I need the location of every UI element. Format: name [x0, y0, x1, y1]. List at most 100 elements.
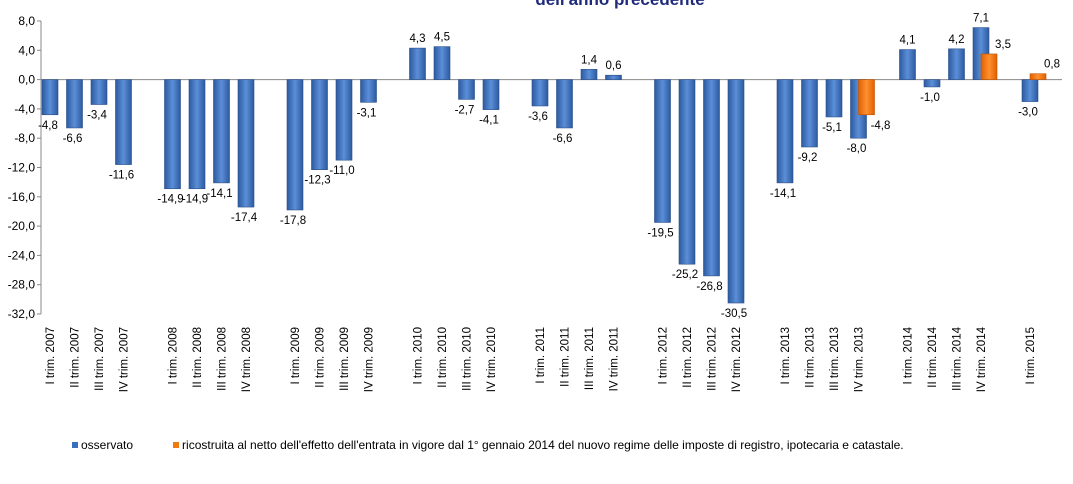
x-category-label: II trim. 2013 [805, 327, 817, 388]
bar-osservato [41, 79, 59, 116]
y-tick-label: -16,0 [8, 190, 36, 204]
data-label: 0,6 [606, 60, 622, 72]
x-category-label: I trim. 2008 [168, 327, 180, 385]
bar-osservato [605, 74, 622, 80]
x-category-label: III trim. 2008 [217, 327, 229, 391]
bar-osservato [1021, 79, 1039, 102]
x-category-label: II trim. 2008 [192, 327, 204, 388]
data-label: -30,5 [721, 308, 747, 320]
data-label: 0,8 [1044, 59, 1060, 71]
bar-ricostruita [980, 53, 998, 80]
data-label: -3,1 [357, 107, 377, 119]
y-tick-label: 4,0 [18, 43, 35, 57]
x-category-label: IV trim. 2008 [241, 327, 253, 392]
x-category-label: IV trim. 2010 [486, 327, 498, 392]
y-tick-label: -28,0 [8, 278, 36, 292]
legend-swatch [72, 442, 78, 448]
x-category-label: III trim. 2009 [339, 327, 351, 391]
data-label: -17,8 [280, 215, 306, 227]
y-tick-label: 0,0 [18, 73, 35, 87]
data-label: 7,1 [973, 13, 989, 25]
data-label: -14,1 [206, 188, 232, 200]
x-category-label: IV trim. 2011 [609, 327, 621, 391]
bar-osservato [433, 46, 451, 80]
legend-label: osservato [81, 438, 134, 452]
bar-osservato [188, 79, 206, 190]
legend-item-osservato: osservato [72, 438, 133, 452]
data-label: -14,1 [770, 188, 796, 200]
x-category-label: IV trim. 2009 [364, 327, 376, 392]
data-label: -3,6 [528, 111, 548, 123]
data-label: -1,0 [920, 92, 940, 104]
bar-osservato [727, 79, 745, 304]
bar-osservato [237, 79, 255, 208]
x-category-label: II trim. 2012 [682, 327, 694, 388]
x-category-label: III trim. 2010 [462, 327, 474, 391]
y-tick-label: 8,0 [18, 14, 35, 28]
x-category-label: IV trim. 2014 [976, 326, 988, 392]
data-label: 4,3 [410, 33, 426, 45]
bar-chart: 8,0 4,0 0,0 -4,0 -8,0 -12,0 -16,0 -20,0 -24,0 -28… [8, 13, 1062, 392]
data-label: -14,9 [182, 194, 208, 206]
chart-title: dell'anno precedente [0, 0, 1073, 10]
legend-item-ricostruita: ricostruita al netto dell'effetto dell'e… [173, 438, 904, 452]
bar-osservato [286, 79, 304, 211]
bar-osservato [678, 79, 696, 265]
x-category-label: I trim. 2012 [658, 327, 670, 385]
x-category-label: III trim. 2014 [952, 326, 964, 391]
data-label: 4,2 [949, 34, 965, 46]
data-label: -17,4 [231, 212, 258, 224]
data-label: -5,1 [822, 122, 842, 134]
bar-osservato [90, 79, 108, 105]
x-category-label: I trim. 2014 [903, 326, 915, 384]
data-label: -4,8 [871, 120, 891, 132]
data-label: -14,9 [157, 194, 183, 206]
bar-osservato [66, 79, 83, 129]
bar-osservato [115, 79, 132, 165]
bar-osservato [654, 79, 671, 223]
x-category-label: I trim. 2011 [535, 327, 547, 384]
data-label: -6,6 [63, 133, 83, 145]
data-label: -2,7 [455, 104, 475, 116]
x-category-label: II trim. 2011 [560, 327, 572, 387]
x-category-label: II trim. 2007 [70, 327, 82, 388]
bar-osservato [164, 79, 181, 190]
bar-osservato [801, 79, 818, 148]
bar-osservato [825, 79, 843, 118]
x-category-label: III trim. 2011 [584, 327, 596, 390]
x-category-label: II trim. 2009 [315, 327, 327, 388]
y-tick-label: -8,0 [14, 131, 35, 145]
x-category-label: II trim. 2010 [437, 327, 449, 388]
bar-osservato [213, 79, 230, 184]
bar-osservato [703, 79, 720, 277]
data-label: -11,6 [109, 170, 134, 182]
bar-osservato [409, 47, 426, 80]
bar-osservato [531, 79, 549, 107]
data-label: -26,8 [696, 281, 722, 293]
x-category-label: IV trim. 2013 [854, 327, 866, 392]
x-category-label: III trim. 2013 [829, 327, 841, 391]
x-category-label: I trim. 2010 [413, 327, 425, 385]
data-label: -3,0 [1018, 107, 1038, 119]
data-label: 4,1 [900, 35, 916, 47]
bar-osservato [948, 48, 965, 80]
bar-ricostruita [1029, 73, 1047, 80]
legend: osservato ricostruita al netto dell'effe… [72, 438, 904, 452]
x-category-label: III trim. 2012 [707, 327, 719, 391]
data-label: 3,5 [995, 39, 1011, 51]
y-tick-label: -12,0 [8, 161, 36, 175]
data-label: -6,6 [553, 133, 573, 145]
data-label: 1,4 [581, 54, 598, 66]
data-label: 4,5 [434, 32, 450, 44]
x-category-label: II trim. 2014 [927, 326, 939, 387]
x-category-label: III trim. 2007 [94, 327, 106, 391]
x-category-label: I trim. 2013 [780, 327, 792, 385]
data-label: -4,1 [479, 115, 499, 127]
bar-osservato [776, 79, 794, 184]
bar-ricostruita [858, 79, 875, 116]
x-category-label: I trim. 2009 [290, 327, 302, 385]
x-category-label: I trim. 2015 [1025, 327, 1037, 385]
data-label: -4,8 [38, 120, 58, 132]
bar-osservato [899, 49, 916, 80]
bar-osservato [923, 79, 941, 88]
